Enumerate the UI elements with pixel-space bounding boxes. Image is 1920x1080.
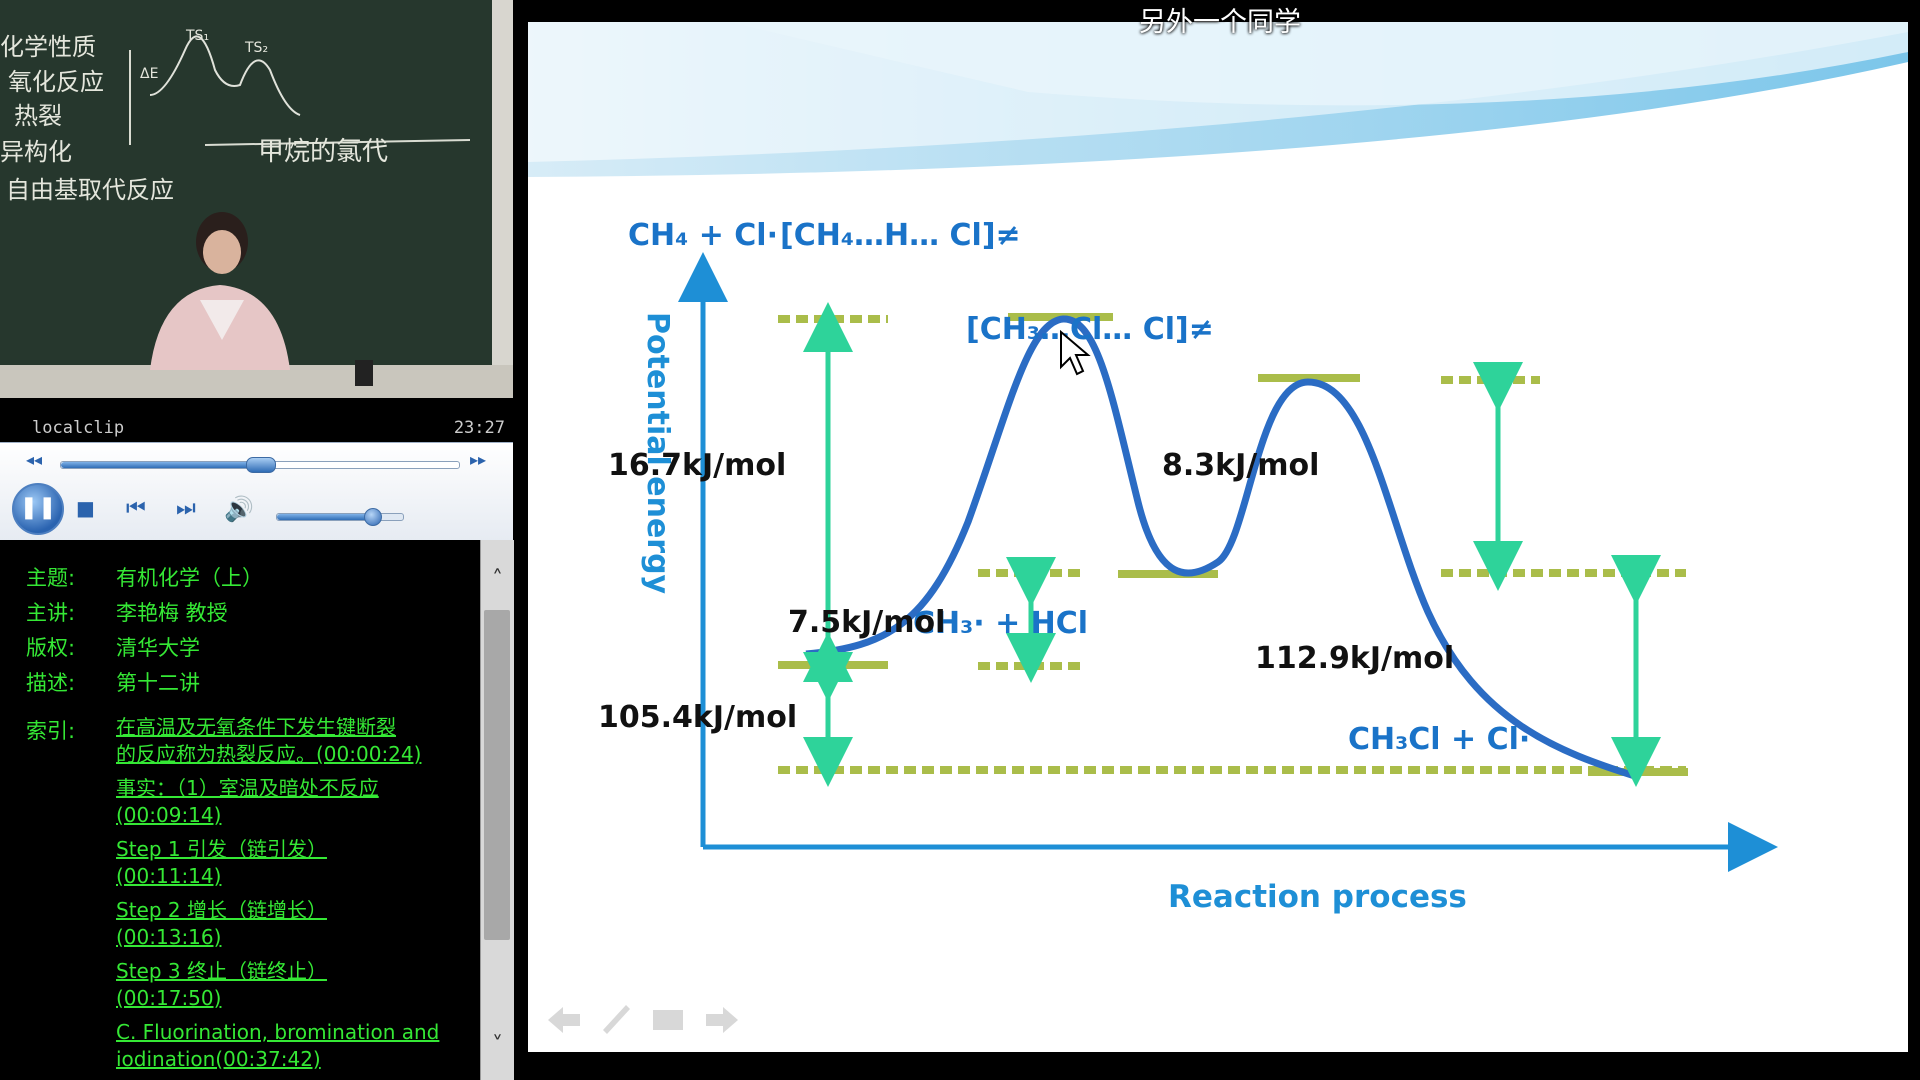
label-reactants: CH₄ + Cl· <box>628 218 778 253</box>
sketch-label-ts2: TS₂ <box>244 40 268 56</box>
info-value: 有机化学（上） <box>116 566 263 590</box>
scroll-up-icon[interactable]: ˄ <box>492 567 503 592</box>
energy-reactant-gap: 105.4kJ/mol <box>598 700 797 735</box>
x-axis-label: Reaction process <box>1168 879 1467 915</box>
info-row-description: 描述: 第十二讲 <box>26 667 200 697</box>
seek-progress <box>61 462 260 468</box>
video-pane[interactable]: 化学性质 氧化反应 热裂 异构化 自由基取代反应 甲烷的氯代 TS₁ TS₂ Δ… <box>0 0 513 400</box>
index-link-1[interactable]: 事实：（1）室温及暗处不反应 (00:09:14) <box>116 775 466 829</box>
prev-slide-icon[interactable] <box>548 1007 580 1033</box>
info-value: 李艳梅 教授 <box>116 601 228 625</box>
slide-nav <box>548 1005 738 1034</box>
slide-viewer: CH₄ + Cl· [CH₄…H… Cl]≠ [CH₃…Cl… Cl]≠ CH₃… <box>520 0 1920 1080</box>
index-link-line: (00:17:50) <box>116 986 222 1010</box>
blackboard-line-1: 氧化反应 <box>8 68 104 96</box>
volume-slider[interactable] <box>276 508 404 526</box>
scrollbar-thumb[interactable] <box>484 610 510 940</box>
index-link-3[interactable]: Step 2 增长（链增长） (00:13:16) <box>116 897 466 951</box>
seek-bar[interactable] <box>60 457 460 473</box>
clip-time: 23:27 <box>453 418 505 438</box>
volume-thumb[interactable] <box>363 508 382 526</box>
index-link-line: 的反应称为热裂反应。(00:00:24) <box>116 742 422 766</box>
volume-icon[interactable]: 🔊 <box>224 495 254 523</box>
index-link-line: Step 3 终止（链终止） <box>116 959 327 983</box>
pause-icon: ❚❚ <box>19 495 57 520</box>
label-ts1: [CH₄…H… Cl]≠ <box>780 218 1021 253</box>
info-value: 清华大学 <box>116 636 200 660</box>
stop-icon[interactable]: ■ <box>76 496 95 520</box>
index-link-line: 在高温及无氧条件下发生键断裂 <box>116 715 396 739</box>
next-icon[interactable]: ⏭ <box>176 496 196 521</box>
index-link-line: (00:11:14) <box>116 864 222 888</box>
clip-name: localclip <box>32 418 125 438</box>
blackboard-line-4: 自由基取代反应 <box>6 176 174 204</box>
previous-icon[interactable]: ⏮ <box>126 496 146 521</box>
next-slide-icon[interactable] <box>706 1007 738 1033</box>
energy-int-gap: 7.5kJ/mol <box>788 605 945 640</box>
info-row-copyright: 版权: 清华大学 <box>26 632 200 662</box>
blackboard-line-3: 异构化 <box>0 138 72 166</box>
energy-arrows <box>803 302 1661 787</box>
lecture-info-panel: 主题: 有机化学（上） 主讲: 李艳梅 教授 版权: 清华大学 描述: 第十二讲 索引:… <box>0 540 480 1080</box>
subtitle-overlay: 另外一个同学 <box>1139 7 1301 38</box>
info-key: 主讲: <box>26 601 76 625</box>
index-link-line: Step 2 增长（链增长） <box>116 898 327 922</box>
sketch-label-de: ΔE <box>140 66 158 82</box>
info-row-topic: 主题: 有机化学（上） <box>26 562 263 592</box>
info-key: 描述: <box>26 671 76 695</box>
sketch-label-ts1: TS₁ <box>185 28 209 44</box>
index-link-line: (00:09:14) <box>116 803 222 827</box>
index-link-line: Step 1 引发（链引发） <box>116 837 327 861</box>
info-row-lecturer: 主讲: 李艳梅 教授 <box>26 597 228 627</box>
pen-icon[interactable] <box>603 1005 630 1034</box>
mouse-cursor-icon <box>1060 329 1091 376</box>
menu-icon[interactable] <box>653 1010 683 1030</box>
pause-button[interactable]: ❚❚ <box>12 483 64 535</box>
index-link-0[interactable]: 在高温及无氧条件下发生键断裂 的反应称为热裂反应。(00:00:24) <box>116 714 466 768</box>
blackboard-video-frame: 化学性质 氧化反应 热裂 异构化 自由基取代反应 甲烷的氯代 TS₁ TS₂ Δ… <box>0 0 513 398</box>
energy-diagram: CH₄ + Cl· [CH₄…H… Cl]≠ [CH₃…Cl… Cl]≠ CH₃… <box>528 22 1908 1034</box>
index-link-line: C. Fluorination, bromination and <box>116 1020 440 1044</box>
blackboard-line-2: 热裂 <box>14 102 62 130</box>
player-status-bar: localclip 23:27 <box>0 398 513 442</box>
index-link-2[interactable]: Step 1 引发（链引发） (00:11:14) <box>116 836 466 890</box>
reaction-curve <box>805 315 1640 781</box>
energy-ea1: 16.7kJ/mol <box>608 448 786 483</box>
energy-product-gap: 112.9kJ/mol <box>1255 641 1454 676</box>
label-intermediate: CH₃· + HCl <box>913 606 1088 641</box>
energy-ea2: 8.3kJ/mol <box>1162 448 1319 483</box>
info-key: 主题: <box>26 566 76 590</box>
blackboard-line-0: 化学性质 <box>0 33 96 61</box>
fast-forward-icon[interactable]: ▸▸ <box>470 450 487 469</box>
label-products: CH₃Cl + Cl· <box>1348 722 1530 757</box>
index-link-line: 事实：（1）室温及暗处不反应 <box>116 776 379 800</box>
info-value: 第十二讲 <box>116 671 200 695</box>
label-ts2: [CH₃…Cl… Cl]≠ <box>966 312 1214 347</box>
index-link-line: iodination(00:37:42) <box>116 1047 321 1071</box>
y-axis-label: Potential energy <box>640 312 675 595</box>
slide: CH₄ + Cl· [CH₄…H… Cl]≠ [CH₃…Cl… Cl]≠ CH₃… <box>528 22 1908 1052</box>
index-link-line: (00:13:16) <box>116 925 222 949</box>
player-controls: ◂◂ ▸▸ ❚❚ ■ ⏮ ⏭ 🔊 <box>0 442 513 541</box>
info-scrollbar[interactable]: ˄ ˅ <box>480 540 514 1080</box>
index-link-4[interactable]: Step 3 终止（链终止） (00:17:50) <box>116 958 466 1012</box>
rewind-icon[interactable]: ◂◂ <box>26 450 43 469</box>
scroll-down-icon[interactable]: ˅ <box>492 1033 503 1058</box>
index-link-5[interactable]: C. Fluorination, bromination and iodinat… <box>116 1019 466 1073</box>
info-key: 版权: <box>26 636 76 660</box>
blackboard-caption: 甲烷的氯代 <box>258 137 388 167</box>
volume-level <box>277 514 372 520</box>
index-key: 索引: <box>26 719 76 743</box>
seek-thumb[interactable] <box>246 457 276 473</box>
